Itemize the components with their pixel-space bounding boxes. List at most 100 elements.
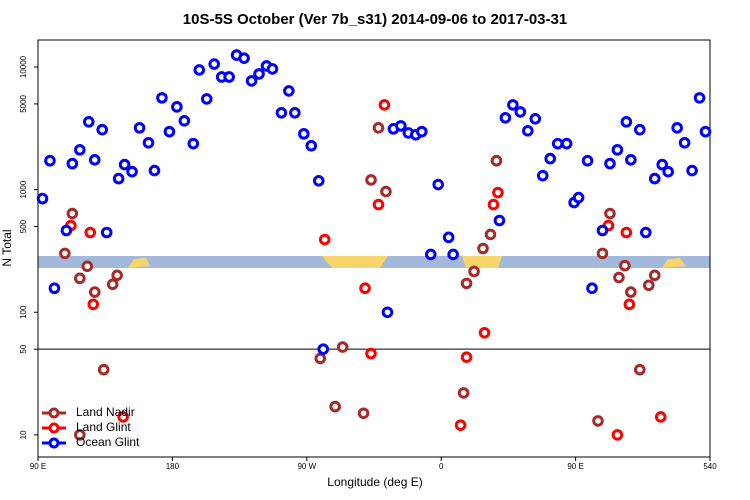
point bbox=[142, 136, 155, 149]
point bbox=[208, 58, 221, 70]
point bbox=[66, 157, 79, 170]
point bbox=[314, 352, 327, 365]
point bbox=[544, 152, 557, 165]
x-tick-label: 90 W bbox=[297, 462, 316, 471]
point bbox=[642, 279, 655, 292]
y-tick-label: 1000 bbox=[19, 180, 28, 198]
point bbox=[572, 191, 585, 204]
point bbox=[634, 123, 646, 136]
point bbox=[415, 125, 428, 138]
point bbox=[693, 92, 706, 104]
land-shape bbox=[462, 256, 502, 268]
y-tick-label: 50 bbox=[19, 344, 28, 353]
point bbox=[126, 165, 138, 178]
point bbox=[359, 282, 371, 295]
point bbox=[305, 139, 318, 152]
point bbox=[460, 351, 473, 363]
point bbox=[507, 99, 519, 111]
point bbox=[357, 407, 370, 420]
x-tick-label: 0 bbox=[439, 462, 444, 471]
point bbox=[200, 93, 213, 105]
point bbox=[613, 271, 625, 284]
point bbox=[82, 116, 95, 128]
point bbox=[44, 154, 56, 167]
legend-label: Land Glint bbox=[76, 420, 131, 434]
point bbox=[253, 68, 265, 80]
point bbox=[619, 259, 631, 272]
point bbox=[623, 298, 636, 311]
point bbox=[457, 387, 470, 399]
x-axis-label: Longitude (deg E) bbox=[327, 475, 422, 489]
point bbox=[596, 247, 609, 260]
legend-marker bbox=[48, 437, 60, 449]
x-tick-label: 90 E bbox=[567, 462, 583, 471]
point bbox=[380, 185, 392, 198]
point bbox=[312, 175, 325, 187]
point bbox=[686, 164, 698, 177]
point bbox=[648, 269, 661, 282]
point bbox=[596, 224, 609, 237]
point bbox=[424, 248, 437, 261]
point bbox=[163, 125, 176, 138]
point bbox=[477, 242, 489, 255]
series bbox=[59, 122, 661, 441]
point bbox=[148, 164, 161, 177]
point bbox=[336, 341, 349, 353]
point bbox=[586, 282, 598, 295]
point bbox=[432, 178, 445, 191]
point bbox=[592, 415, 604, 427]
point bbox=[88, 286, 101, 298]
point bbox=[514, 106, 527, 118]
point bbox=[74, 429, 86, 441]
point bbox=[529, 113, 542, 125]
point bbox=[88, 154, 101, 166]
y-tick-label: 10000 bbox=[19, 55, 28, 78]
point bbox=[117, 411, 129, 423]
point bbox=[59, 247, 71, 260]
point bbox=[560, 137, 573, 150]
point bbox=[484, 228, 497, 241]
legend-marker bbox=[48, 422, 60, 434]
point bbox=[656, 158, 669, 171]
point bbox=[654, 411, 667, 423]
point bbox=[178, 115, 191, 127]
point bbox=[620, 116, 633, 128]
point bbox=[238, 52, 250, 64]
point bbox=[112, 172, 125, 185]
point bbox=[625, 286, 637, 298]
x-tick-label: 180 bbox=[166, 462, 180, 471]
point bbox=[442, 231, 455, 244]
point bbox=[266, 63, 279, 75]
x-tick-label: 90 E bbox=[30, 462, 46, 471]
land-shape bbox=[128, 258, 150, 268]
point bbox=[81, 260, 94, 273]
point bbox=[97, 363, 110, 376]
point bbox=[639, 226, 652, 239]
point bbox=[106, 278, 119, 291]
point bbox=[492, 186, 504, 199]
y-tick-label: 5000 bbox=[19, 94, 28, 112]
x-tick-label: 540 bbox=[703, 462, 717, 471]
point bbox=[493, 214, 506, 227]
point bbox=[581, 154, 594, 167]
land-shape bbox=[662, 258, 686, 268]
point bbox=[454, 419, 467, 431]
y-axis-label: N Total bbox=[0, 229, 14, 266]
point bbox=[487, 198, 500, 211]
point bbox=[395, 120, 407, 132]
point bbox=[365, 347, 377, 360]
point bbox=[460, 277, 473, 290]
point bbox=[634, 363, 646, 376]
point bbox=[318, 233, 331, 246]
point bbox=[36, 192, 49, 205]
legend-marker bbox=[48, 407, 60, 419]
point bbox=[245, 75, 258, 87]
point bbox=[317, 343, 330, 355]
point bbox=[604, 207, 616, 220]
point bbox=[447, 248, 459, 261]
point bbox=[499, 112, 512, 124]
point bbox=[699, 125, 712, 138]
point bbox=[611, 429, 624, 441]
point bbox=[223, 71, 235, 83]
point bbox=[133, 122, 146, 134]
